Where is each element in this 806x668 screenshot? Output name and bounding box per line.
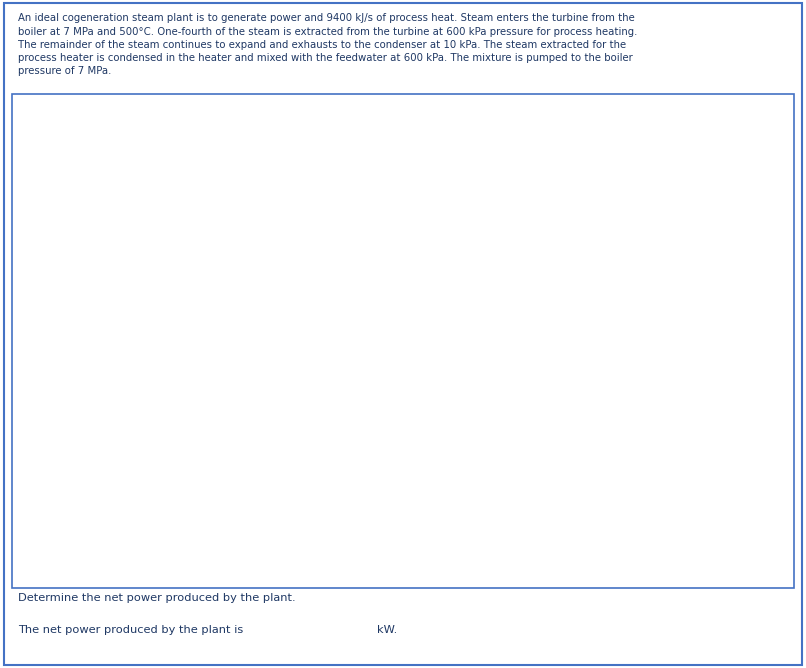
Circle shape: [302, 254, 334, 273]
Text: Pump I: Pump I: [399, 520, 442, 532]
FancyBboxPatch shape: [420, 454, 502, 468]
Circle shape: [279, 141, 310, 160]
FancyBboxPatch shape: [72, 207, 95, 415]
Text: Turbine: Turbine: [380, 200, 426, 213]
Ellipse shape: [64, 413, 150, 435]
Circle shape: [476, 450, 508, 470]
Text: 7: 7: [314, 259, 322, 269]
FancyBboxPatch shape: [51, 190, 164, 432]
Text: Process
heater: Process heater: [264, 327, 310, 355]
Circle shape: [401, 480, 439, 504]
Text: An ideal cogeneration steam plant is to generate power and 9400 kJ/s of process : An ideal cogeneration steam plant is to …: [18, 13, 637, 76]
Circle shape: [349, 480, 380, 499]
Circle shape: [248, 480, 279, 499]
FancyBboxPatch shape: [420, 317, 502, 331]
Text: 6: 6: [291, 146, 298, 156]
Circle shape: [138, 475, 177, 499]
Ellipse shape: [64, 180, 150, 204]
Text: Boiler: Boiler: [106, 329, 143, 342]
Text: 2: 2: [361, 484, 368, 494]
FancyBboxPatch shape: [264, 454, 310, 477]
Text: Condenser: Condenser: [334, 393, 402, 405]
FancyBboxPatch shape: [427, 328, 495, 480]
Text: 5: 5: [99, 326, 106, 336]
Text: 4: 4: [260, 484, 268, 494]
Circle shape: [87, 321, 118, 341]
Text: 3: 3: [310, 436, 318, 446]
Text: kW.: kW.: [377, 625, 397, 635]
FancyBboxPatch shape: [420, 465, 502, 480]
Circle shape: [472, 341, 504, 360]
FancyBboxPatch shape: [223, 271, 351, 415]
Text: The net power produced by the plant is: The net power produced by the plant is: [18, 625, 243, 635]
Text: Determine the net power produced by the plant.: Determine the net power produced by the …: [18, 593, 295, 603]
Text: Pump II: Pump II: [134, 516, 180, 528]
Ellipse shape: [235, 399, 339, 418]
Ellipse shape: [389, 477, 451, 506]
FancyBboxPatch shape: [420, 329, 502, 343]
Text: 8: 8: [484, 345, 492, 355]
Text: 1: 1: [488, 455, 496, 465]
Circle shape: [298, 431, 330, 450]
Ellipse shape: [126, 472, 188, 502]
Polygon shape: [322, 221, 434, 329]
Text: $\dot{Q}_\mathrm{process}$: $\dot{Q}_\mathrm{process}$: [92, 290, 135, 311]
